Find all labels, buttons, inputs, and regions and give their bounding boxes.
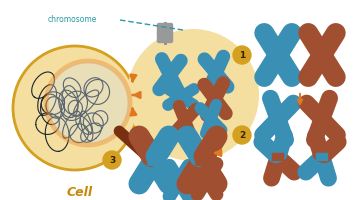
Circle shape xyxy=(233,126,251,144)
FancyBboxPatch shape xyxy=(157,31,173,43)
Circle shape xyxy=(13,46,137,170)
Text: 3: 3 xyxy=(109,156,115,165)
Circle shape xyxy=(233,46,251,64)
Circle shape xyxy=(46,61,130,145)
FancyBboxPatch shape xyxy=(157,23,173,34)
Text: Cell: Cell xyxy=(67,186,93,199)
Circle shape xyxy=(127,29,259,161)
Circle shape xyxy=(103,151,121,169)
Text: chromosome: chromosome xyxy=(48,16,98,24)
Text: 2: 2 xyxy=(239,131,245,140)
Text: 1: 1 xyxy=(239,51,245,60)
